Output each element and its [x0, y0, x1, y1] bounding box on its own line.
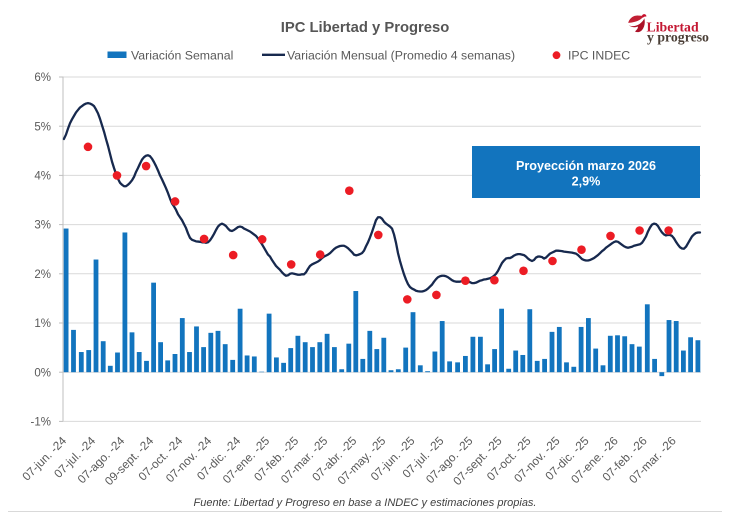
svg-text:Fuente: Libertad y Progreso en: Fuente: Libertad y Progreso en base a IN…	[193, 497, 536, 509]
svg-text:3%: 3%	[34, 220, 51, 232]
svg-text:IPC INDEC: IPC INDEC	[568, 49, 630, 63]
svg-text:4%: 4%	[34, 171, 51, 183]
svg-text:1%: 1%	[34, 318, 51, 330]
svg-text:IPC Libertad y Progreso: IPC Libertad y Progreso	[281, 20, 450, 36]
svg-text:0%: 0%	[34, 367, 51, 379]
svg-text:Proyección marzo 2026: Proyección marzo 2026	[516, 159, 656, 173]
svg-text:2%: 2%	[34, 269, 51, 281]
svg-text:Variación Mensual (Promedio 4: Variación Mensual (Promedio 4 semanas)	[287, 49, 515, 63]
svg-text:6%: 6%	[34, 72, 51, 84]
svg-text:Variación Semanal: Variación Semanal	[131, 49, 233, 63]
svg-text:-1%: -1%	[31, 417, 51, 429]
svg-text:2,9%: 2,9%	[572, 175, 601, 189]
svg-text:5%: 5%	[34, 121, 51, 133]
svg-text:Libertad: Libertad	[647, 20, 699, 35]
svg-text:y progreso: y progreso	[647, 30, 709, 45]
